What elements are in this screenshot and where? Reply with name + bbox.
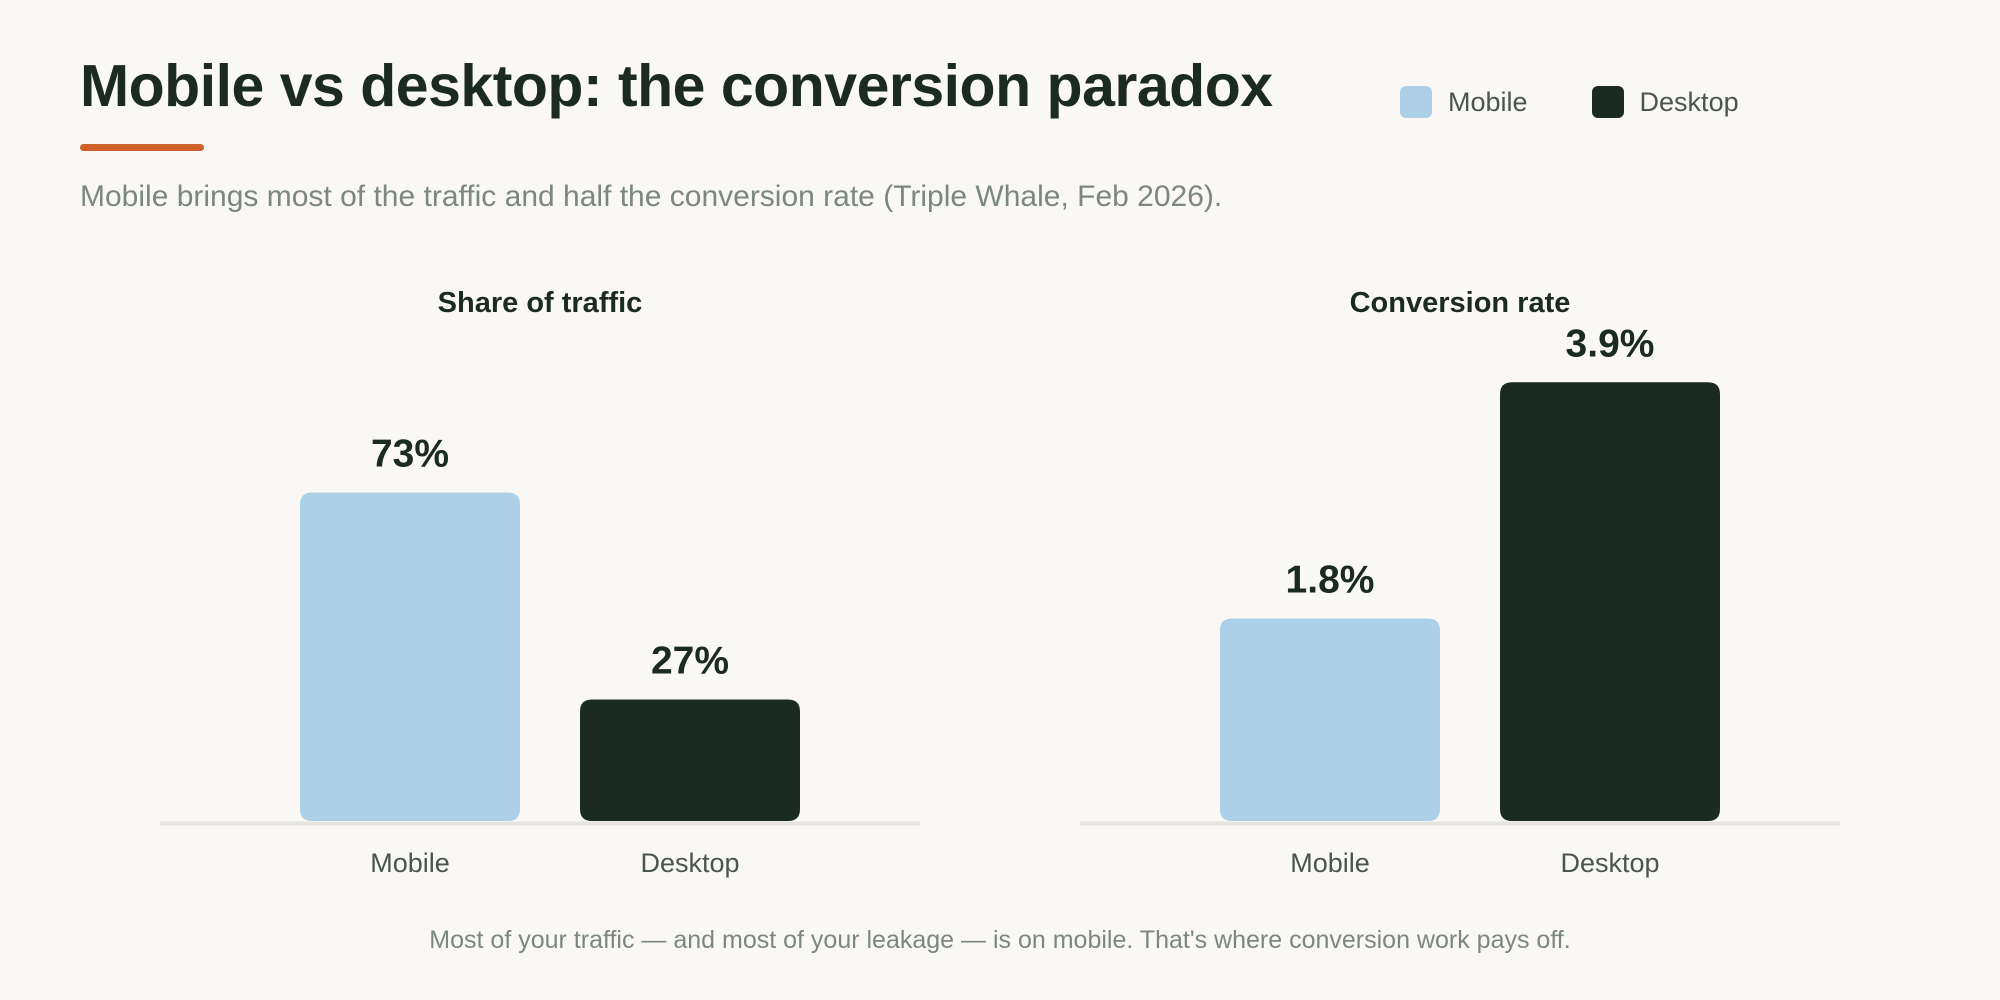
data-label: 27% <box>651 640 729 683</box>
bar-mobile <box>300 492 520 821</box>
legend-label-mobile: Mobile <box>1448 86 1528 117</box>
category-label: Mobile <box>1290 848 1370 878</box>
category-label: Mobile <box>370 848 450 878</box>
title-accent-rule <box>80 144 204 151</box>
category-label: Desktop <box>1560 848 1659 878</box>
legend: Mobile Desktop <box>1400 86 1803 118</box>
legend-label-desktop: Desktop <box>1639 86 1739 117</box>
chart-title: Conversion rate <box>1350 287 1571 319</box>
chart-panel-1: Share of traffic 73% Mobile 27% Desktop <box>160 287 920 878</box>
data-label: 1.8% <box>1286 559 1375 602</box>
footnote: Most of your traffic — and most of your … <box>429 926 1571 954</box>
legend-item-mobile: Mobile <box>1400 86 1528 118</box>
bar-desktop <box>1500 382 1720 821</box>
page-title: Mobile vs desktop: the conversion parado… <box>80 53 1273 119</box>
data-label: 73% <box>371 433 449 476</box>
chart-panel-2: Conversion rate 1.8% Mobile 3.9% Desktop <box>1080 287 1840 878</box>
legend-swatch-desktop <box>1591 86 1624 118</box>
legend-swatch-mobile <box>1400 86 1432 118</box>
data-label: 3.9% <box>1566 322 1655 365</box>
chart-title: Share of traffic <box>438 287 643 319</box>
category-label: Desktop <box>640 848 739 878</box>
page-subtitle: Mobile brings most of the traffic and ha… <box>80 180 1223 213</box>
legend-item-desktop: Desktop <box>1591 86 1739 118</box>
bar-mobile <box>1220 618 1440 821</box>
bar-desktop <box>580 699 800 821</box>
